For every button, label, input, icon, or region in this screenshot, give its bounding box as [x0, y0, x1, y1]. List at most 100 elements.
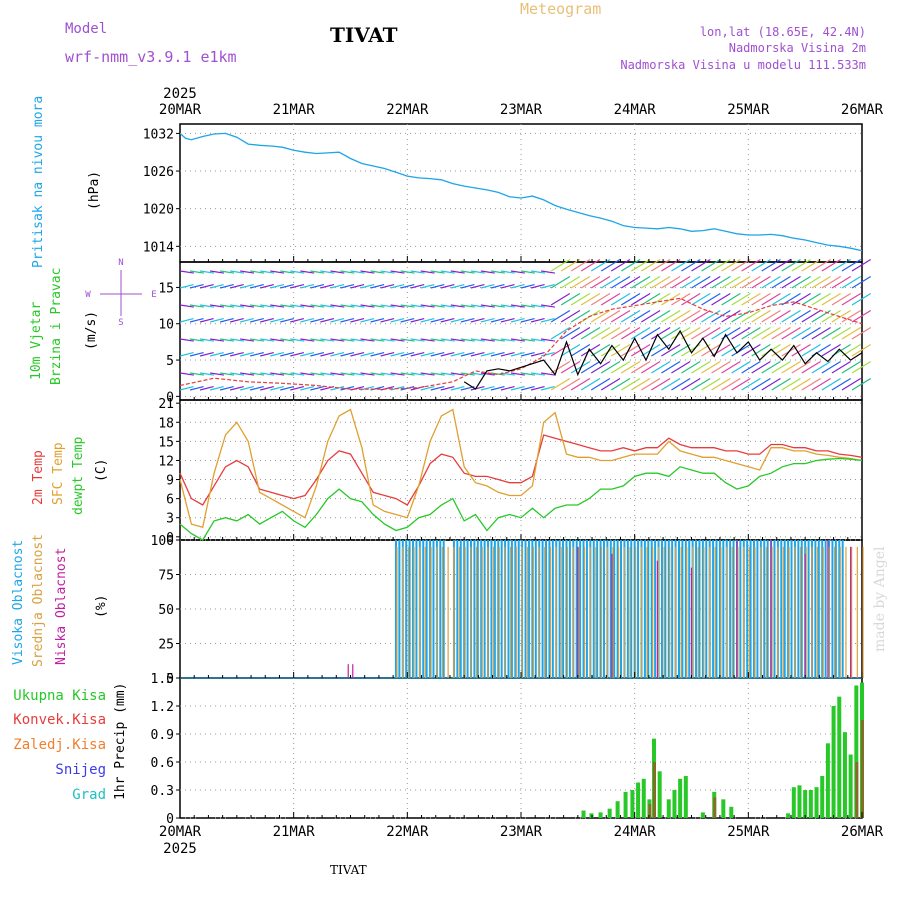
wind-barb — [570, 377, 591, 391]
wind-barb — [430, 317, 445, 323]
wind-barb — [500, 270, 515, 274]
wind-barb — [450, 338, 465, 342]
wind-barb — [179, 351, 194, 357]
wind-barb — [570, 309, 591, 323]
wind-barb — [661, 309, 681, 323]
highcloud-ylabel: Visoka Oblacnost — [11, 540, 26, 665]
wind-barb — [230, 304, 245, 308]
wind-barb — [610, 326, 631, 340]
wind-barb — [631, 275, 651, 289]
ytick-label: 6 — [166, 493, 174, 508]
elevation-label: Nadmorska Visina 2m — [729, 41, 866, 55]
wind-barb — [631, 309, 651, 323]
ytick-label: 21 — [158, 397, 174, 412]
wind-barb — [681, 360, 701, 374]
wind-barb — [280, 283, 295, 289]
wind-barb — [741, 360, 761, 374]
wind-barb — [691, 343, 711, 357]
wind-barb — [500, 338, 515, 342]
wind-barb — [450, 283, 465, 289]
precip-bar-total — [657, 771, 662, 818]
precip-bar-total — [729, 806, 734, 818]
ytick-label: 50 — [158, 603, 174, 618]
wind-barb — [580, 360, 601, 374]
wind-barb — [370, 283, 385, 289]
wind-barb — [711, 360, 731, 374]
wind-barb — [610, 377, 631, 391]
wind-barb — [791, 258, 811, 272]
precip-bar-total — [630, 790, 635, 818]
wind-barb — [741, 258, 761, 272]
wind-barb — [681, 377, 701, 391]
wind-barb — [300, 283, 315, 289]
legend-hail: Grad — [72, 787, 106, 803]
wind-barb — [771, 309, 791, 323]
wind-barb — [661, 377, 681, 391]
wind-barb — [179, 283, 194, 289]
wind-barb — [440, 372, 455, 376]
ytick-label: 1014 — [143, 240, 174, 255]
xtick-label-top: 20MAR — [159, 102, 202, 118]
wind-barb — [490, 270, 505, 274]
wind-barb — [731, 343, 751, 357]
station-title: TIVAT — [330, 23, 398, 47]
wind-barb — [390, 283, 405, 289]
wind-barb — [229, 317, 244, 323]
wind-barb — [570, 258, 591, 272]
wind-barb — [620, 326, 641, 340]
legend-freezing: Zaledj.Kisa — [13, 737, 106, 753]
wind-barb — [771, 343, 791, 357]
lonlat-label: lon,lat (18.65E, 42.4N) — [700, 25, 866, 39]
wind-barb — [540, 351, 555, 357]
wind-barb — [450, 317, 465, 323]
wind-barb — [350, 283, 365, 289]
wind-barb — [641, 377, 661, 391]
wind-barb — [701, 377, 721, 391]
wind-barb — [801, 360, 821, 374]
wind-barb — [470, 385, 485, 391]
xtick-label-top: 26MAR — [841, 102, 884, 118]
ytick-label: 9 — [166, 474, 174, 489]
wind-barb — [350, 372, 365, 376]
wind-barb — [250, 270, 265, 274]
ytick-label: 0.9 — [151, 728, 174, 743]
wind-barb — [691, 292, 711, 306]
wind-barb — [600, 258, 621, 272]
cloud-unit: (%) — [94, 595, 109, 618]
wind-barb — [370, 304, 385, 308]
wind-barb — [651, 377, 671, 391]
model-name: wrf-nmm_v3.9.1 e1km — [65, 48, 237, 66]
ytick-label: 75 — [158, 569, 174, 584]
pressure-ylabel: Pritisak na nivou mora — [31, 96, 46, 268]
wind-barb — [811, 326, 831, 340]
wind-barb — [350, 338, 365, 342]
wind-barb — [360, 304, 375, 308]
wind-barb — [179, 372, 194, 376]
wind-barb — [370, 351, 385, 357]
wind-barb — [781, 309, 801, 323]
wind-barb — [631, 292, 651, 306]
wind-barb — [590, 360, 611, 374]
compass-s: S — [118, 318, 123, 328]
wind-barb — [641, 309, 661, 323]
wind-barb — [340, 351, 355, 357]
wind-barb — [290, 351, 305, 357]
wind-barb — [771, 292, 791, 306]
wind-barb — [560, 377, 581, 391]
wind-barb — [600, 275, 621, 289]
precip-unit: 1hr Precip (mm) — [113, 683, 128, 800]
wind-barb — [480, 304, 495, 308]
wind-barb — [179, 270, 194, 274]
wind-barb — [610, 343, 631, 357]
meteogram-title: Meteogram — [520, 0, 601, 18]
ytick-label: 0.6 — [151, 756, 174, 771]
wind-barb — [410, 351, 425, 357]
model-label: Model — [65, 21, 107, 37]
wind-barb — [691, 275, 711, 289]
wind-barb — [390, 317, 405, 323]
wind-ylabel: 10m Vjetar — [29, 302, 44, 380]
wind-barb — [260, 283, 274, 289]
wind-barb — [610, 258, 631, 272]
wind-barb — [199, 283, 214, 289]
wind-barb — [801, 377, 821, 391]
